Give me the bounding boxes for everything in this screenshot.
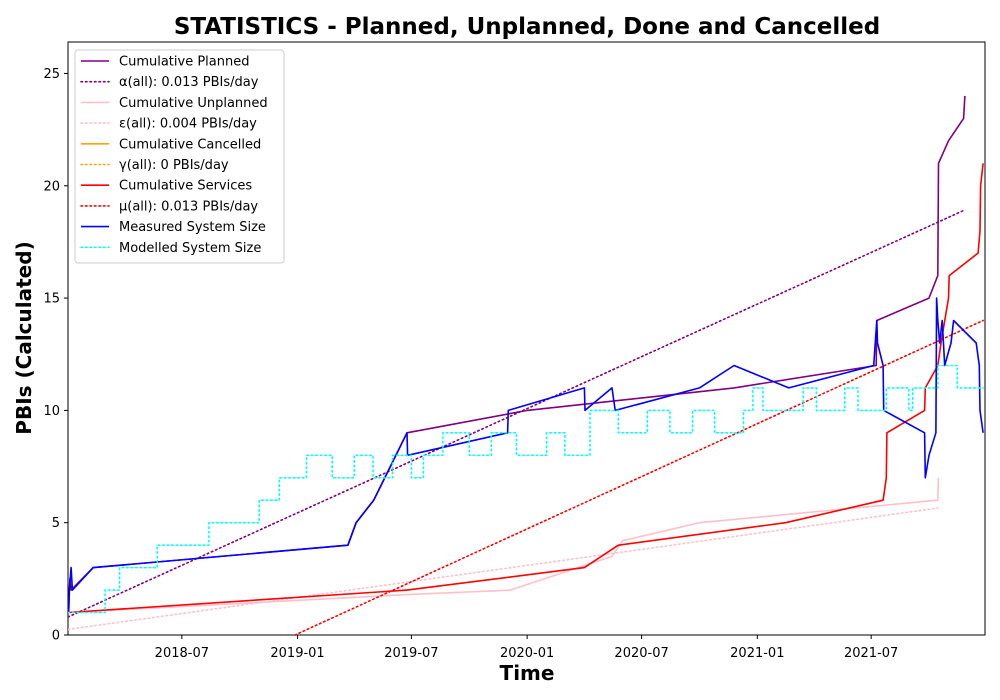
series-line-measured-system-size — [68, 297, 984, 613]
plot-area — [67, 41, 986, 636]
legend-label: ε(all): 0.004 PBIs/day — [119, 117, 257, 132]
x-tick-label: 2021-01 — [730, 646, 784, 661]
x-axis-label: Time — [500, 661, 555, 685]
y-tick-label: 5 — [52, 516, 60, 531]
x-axis: 2018-07 2019-01 2019-07 2020-01 2020-07 2021-… — [155, 635, 898, 661]
x-tick-label: 2020-01 — [500, 646, 554, 661]
legend-label: μ(all): 0.013 PBIs/day — [119, 199, 258, 214]
series-line-all-0-013-pbis-day — [294, 319, 984, 635]
legend-label: Cumulative Cancelled — [119, 137, 261, 152]
legend-label: γ(all): 0 PBIs/day — [119, 158, 229, 173]
x-tick-label: 2018-07 — [155, 646, 209, 661]
series-line-all-0-013-pbis-day — [68, 209, 965, 618]
series-line-cumulative-unplanned — [68, 477, 940, 614]
x-tick-label: 2019-07 — [384, 646, 438, 661]
legend-label: Cumulative Services — [119, 179, 252, 194]
x-tick-label: 2020-07 — [614, 646, 668, 661]
series-line-modelled-system-size — [68, 364, 984, 614]
y-tick-label: 15 — [43, 292, 60, 307]
legend-label: α(all): 0.013 PBIs/day — [119, 75, 259, 90]
y-axis: 0 5 10 15 20 25 — [43, 67, 68, 644]
legend-label: Measured System Size — [119, 220, 266, 235]
series-line-cumulative-services — [68, 163, 984, 614]
series-layer — [68, 95, 984, 635]
chart-title: STATISTICS - Planned, Unplanned, Done an… — [174, 14, 880, 40]
x-tick-label: 2021-07 — [844, 646, 898, 661]
legend-label: Cumulative Unplanned — [119, 96, 268, 111]
y-tick-label: 25 — [43, 67, 60, 82]
y-axis-label: PBIs (Calculated) — [12, 241, 36, 434]
legend-label: Cumulative Planned — [119, 55, 249, 70]
x-tick-label: 2019-01 — [270, 646, 324, 661]
legend: Cumulative Planned α(all): 0.013 PBIs/day… — [74, 49, 285, 264]
y-tick-label: 10 — [43, 404, 60, 419]
y-tick-label: 20 — [43, 179, 60, 194]
legend-label: Modelled System Size — [119, 241, 261, 256]
y-tick-label: 0 — [52, 629, 60, 644]
legend-frame — [74, 49, 285, 264]
